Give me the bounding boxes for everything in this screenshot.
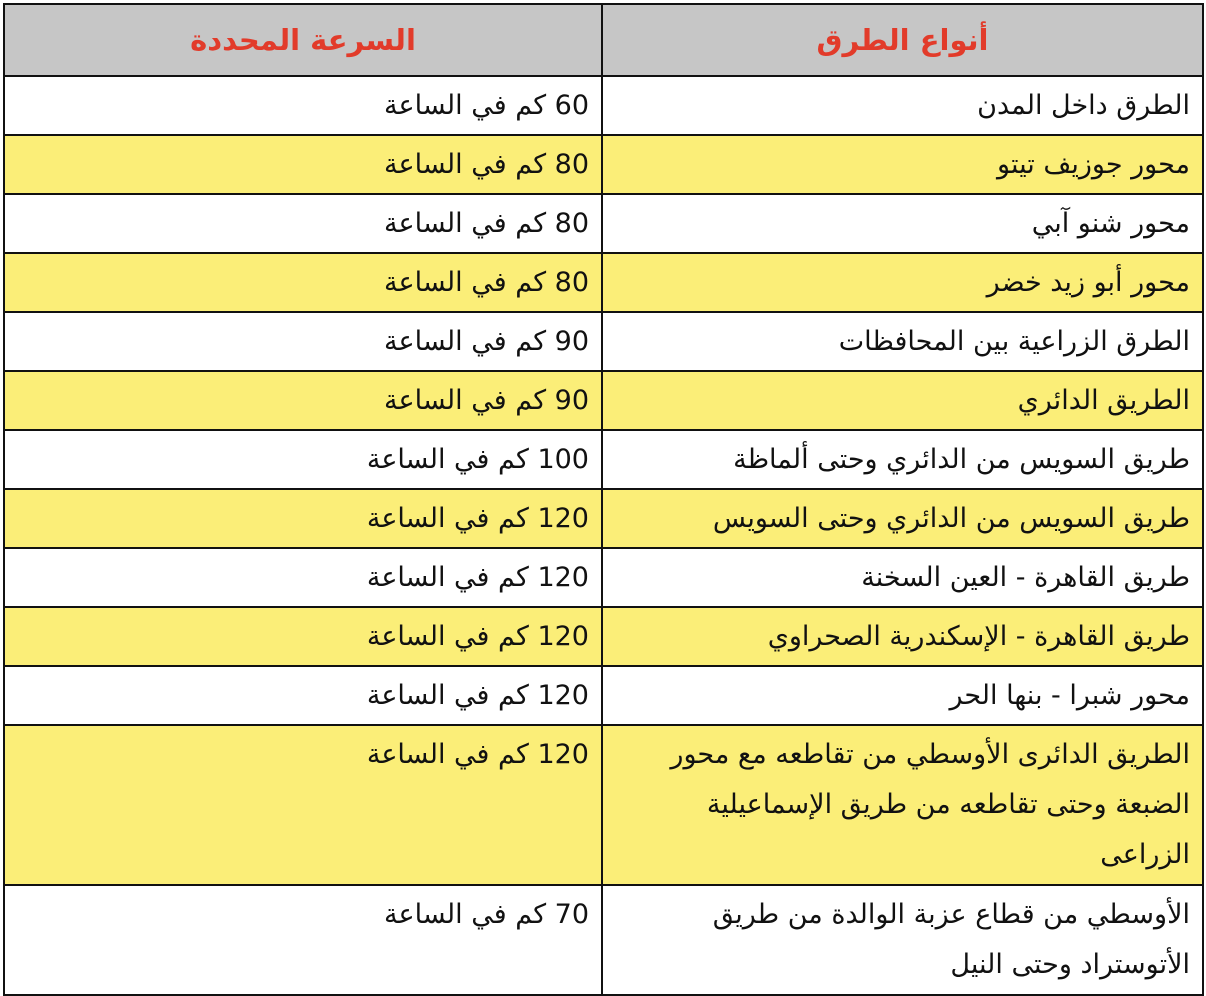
table-row: محور أبو زيد خضر 80 كم في الساعة xyxy=(3,252,1204,313)
table-row: طريق القاهرة - الإسكندرية الصحراوي 120 كم… xyxy=(3,606,1204,667)
header-speed-limit: السرعة المحددة xyxy=(3,3,603,77)
speed-limit-cell: 90 كم في الساعة xyxy=(3,370,603,431)
road-type-cell: محور أبو زيد خضر xyxy=(601,252,1204,313)
speed-limit-cell: 80 كم في الساعة xyxy=(3,134,603,195)
table-row: محور جوزيف تيتو 80 كم في الساعة xyxy=(3,134,1204,195)
road-type-cell: الطريق الدائري xyxy=(601,370,1204,431)
table-row: الطرق داخل المدن 60 كم في الساعة xyxy=(3,75,1204,136)
speed-limit-cell: 90 كم في الساعة xyxy=(3,311,603,372)
speed-limit-cell: 120 كم في الساعة xyxy=(3,665,603,726)
road-type-cell: طريق السويس من الدائري وحتى السويس xyxy=(601,488,1204,549)
speed-limit-cell: 80 كم في الساعة xyxy=(3,193,603,254)
road-type-cell: الطريق الدائرى الأوسطي من تقاطعه مع محور… xyxy=(601,724,1204,886)
road-type-cell: محور شنو آبي xyxy=(601,193,1204,254)
speed-limit-cell: 80 كم في الساعة xyxy=(3,252,603,313)
speed-limit-cell: 120 كم في الساعة xyxy=(3,488,603,549)
speed-limit-cell: 120 كم في الساعة xyxy=(3,724,603,886)
table-row: محور شبرا - بنها الحر 120 كم في الساعة xyxy=(3,665,1204,726)
road-type-cell: الأوسطي من قطاع عزبة الوالدة من طريق الأ… xyxy=(601,884,1204,996)
speed-limit-cell: 60 كم في الساعة xyxy=(3,75,603,136)
table-row: الطرق الزراعية بين المحافظات 90 كم في الس… xyxy=(3,311,1204,372)
road-type-cell: الطرق داخل المدن xyxy=(601,75,1204,136)
table-row: طريق السويس من الدائري وحتى ألماظة 100 كم… xyxy=(3,429,1204,490)
road-type-cell: محور جوزيف تيتو xyxy=(601,134,1204,195)
table-row: الأوسطي من قطاع عزبة الوالدة من طريق الأ… xyxy=(3,884,1204,996)
road-type-cell: طريق القاهرة - الإسكندرية الصحراوي xyxy=(601,606,1204,667)
header-row: أنواع الطرق السرعة المحددة xyxy=(3,3,1204,77)
speed-limit-cell: 100 كم في الساعة xyxy=(3,429,603,490)
table-row: الطريق الدائري 90 كم في الساعة xyxy=(3,370,1204,431)
table-row: الطريق الدائرى الأوسطي من تقاطعه مع محور… xyxy=(3,724,1204,886)
road-type-cell: طريق السويس من الدائري وحتى ألماظة xyxy=(601,429,1204,490)
header-road-type: أنواع الطرق xyxy=(601,3,1204,77)
road-type-cell: طريق القاهرة - العين السخنة xyxy=(601,547,1204,608)
road-type-cell: الطرق الزراعية بين المحافظات xyxy=(601,311,1204,372)
table-row: محور شنو آبي 80 كم في الساعة xyxy=(3,193,1204,254)
speed-limit-cell: 120 كم في الساعة xyxy=(3,547,603,608)
speed-limit-cell: 70 كم في الساعة xyxy=(3,884,603,996)
speed-limits-table: أنواع الطرق السرعة المحددة الطرق داخل ال… xyxy=(3,3,1204,996)
table-row: طريق السويس من الدائري وحتى السويس 120 كم… xyxy=(3,488,1204,549)
table-row: طريق القاهرة - العين السخنة 120 كم في الس… xyxy=(3,547,1204,608)
speed-limit-cell: 120 كم في الساعة xyxy=(3,606,603,667)
road-type-cell: محور شبرا - بنها الحر xyxy=(601,665,1204,726)
